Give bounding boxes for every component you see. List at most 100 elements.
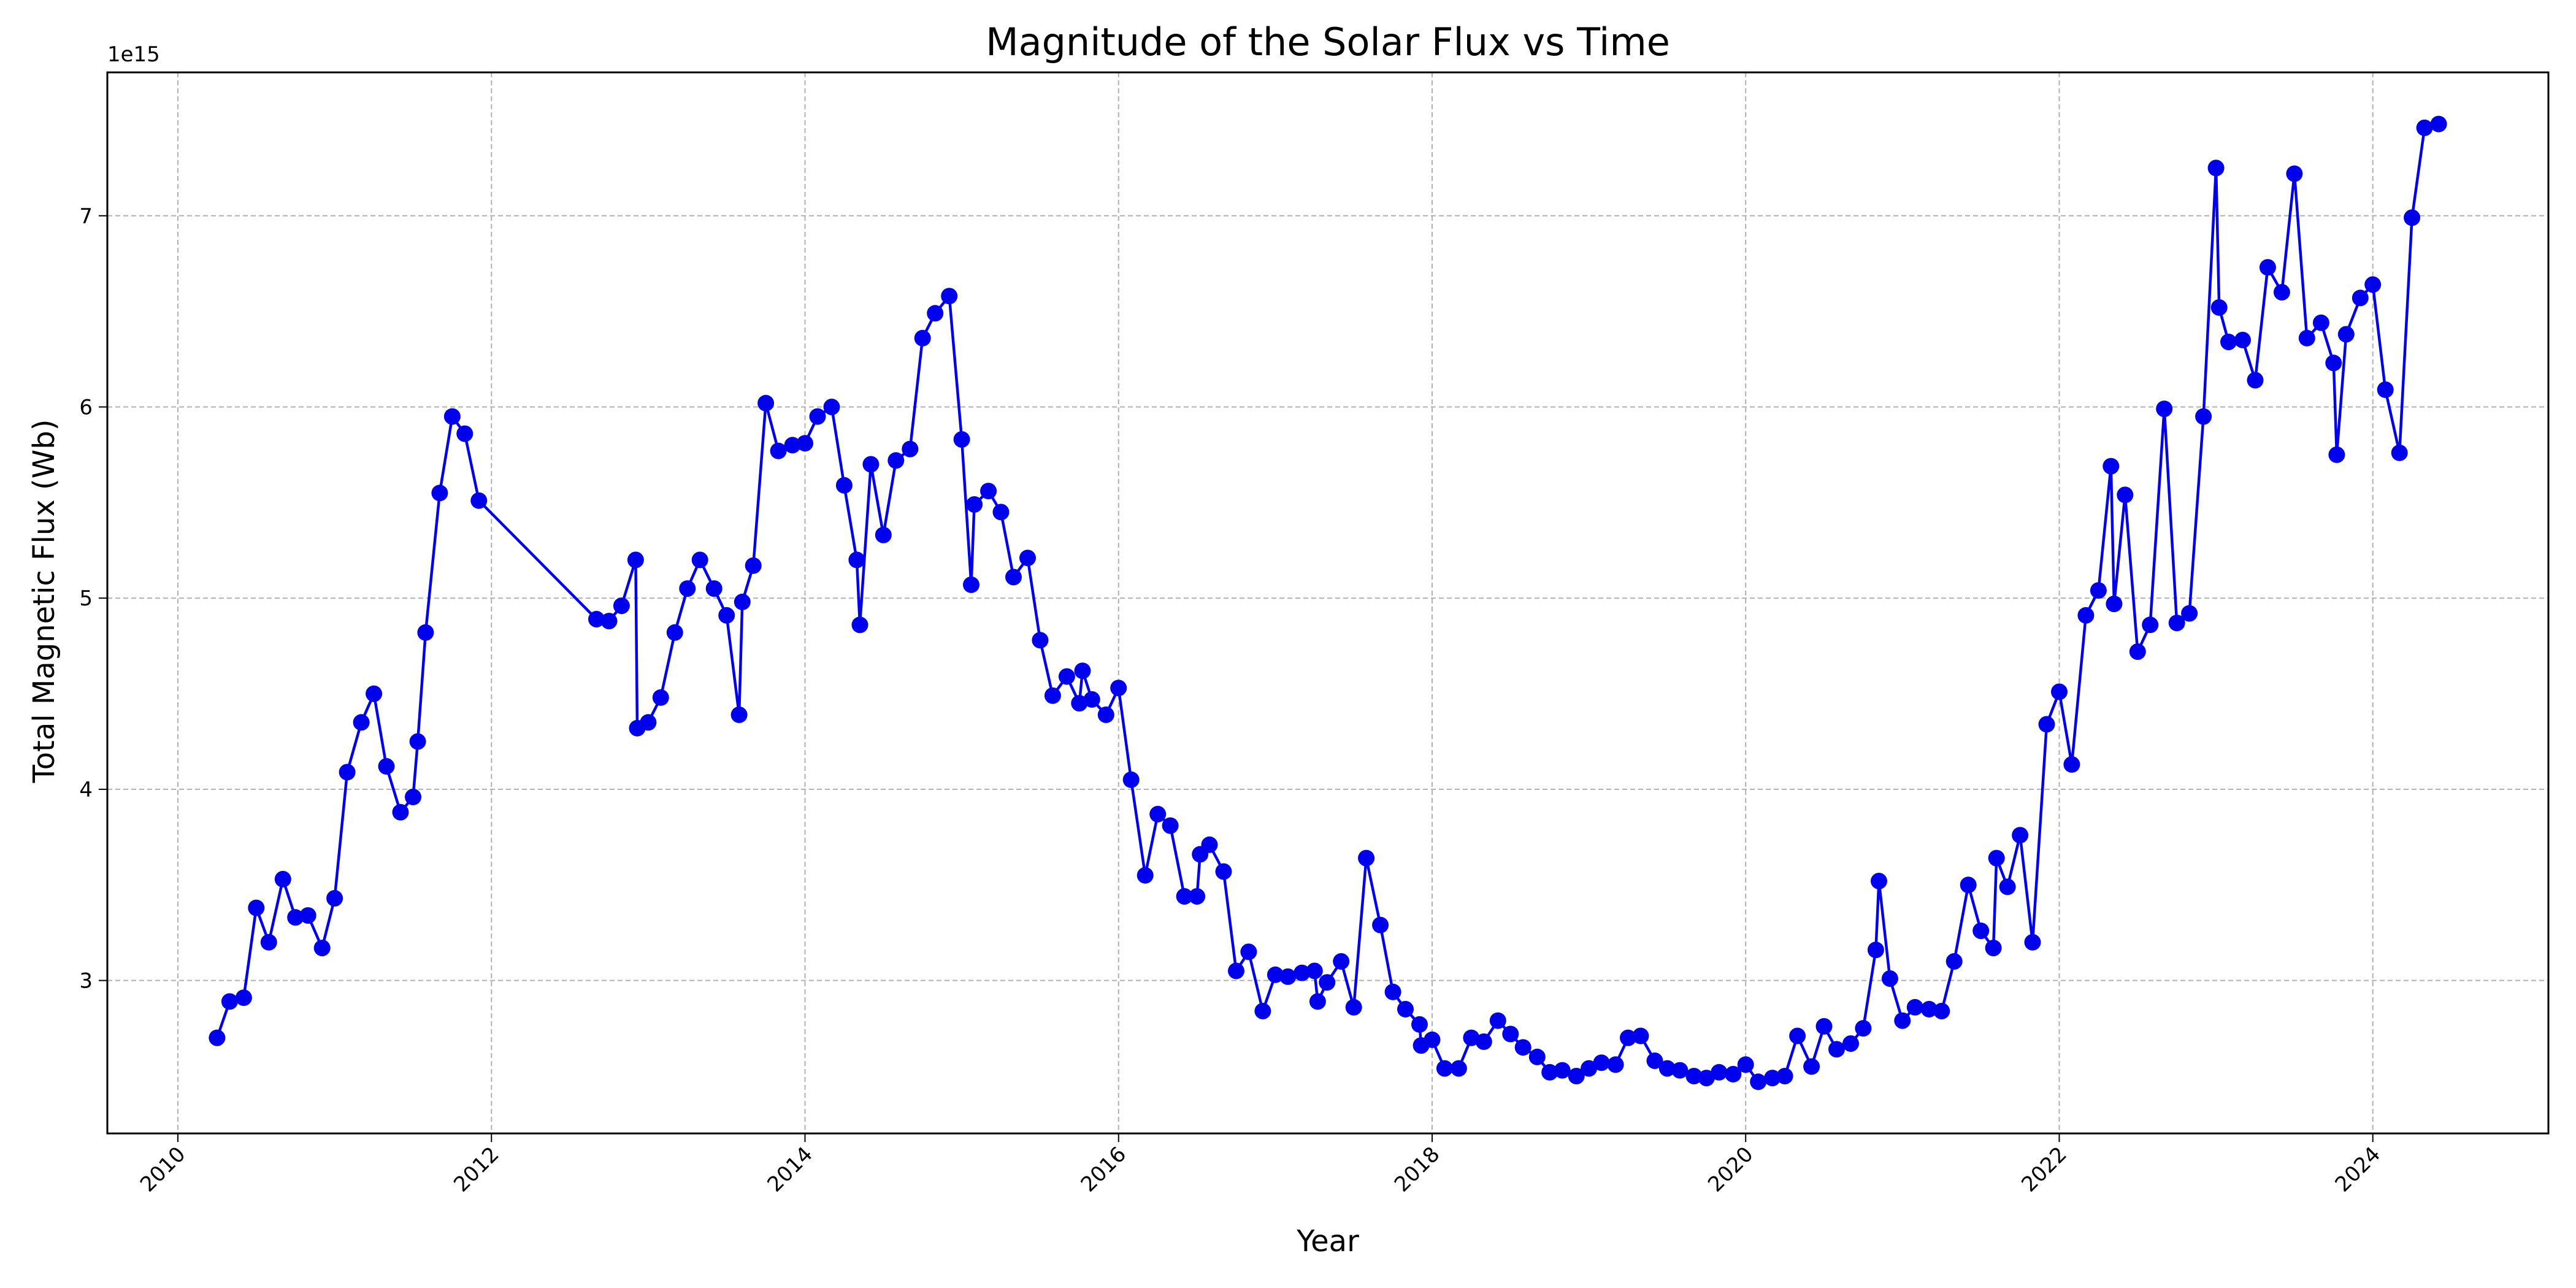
data-point — [1920, 1000, 1938, 1018]
data-point — [313, 940, 331, 957]
data-point — [2377, 381, 2394, 398]
data-point — [730, 706, 748, 723]
data-point — [963, 576, 979, 593]
data-point — [353, 714, 370, 731]
data-point — [600, 613, 618, 630]
x-axis-label: Year — [1296, 1224, 1359, 1259]
data-point — [2156, 401, 2173, 418]
data-point — [953, 431, 970, 448]
data-point — [1189, 888, 1206, 905]
data-point — [1450, 1060, 1467, 1077]
data-point — [1397, 1000, 1414, 1018]
data-point — [1254, 1003, 1271, 1019]
data-point — [2286, 165, 2303, 182]
data-point — [1988, 849, 2005, 867]
data-point — [235, 989, 252, 1006]
data-point — [2142, 616, 2159, 634]
data-point — [797, 435, 813, 452]
y-axis: 3 4 5 6 7 — [79, 204, 107, 994]
data-point — [431, 485, 448, 502]
data-point — [862, 456, 880, 473]
data-point — [1933, 1003, 1950, 1019]
data-point — [1489, 1012, 1506, 1029]
data-point — [1999, 878, 2016, 895]
data-point — [1215, 863, 1232, 880]
data-point — [2195, 408, 2212, 425]
data-point — [1122, 771, 1140, 788]
data-point — [378, 758, 395, 775]
data-point — [718, 607, 735, 624]
data-point — [1632, 1027, 1649, 1045]
data-point — [1424, 1031, 1441, 1048]
y-offset-label: 1e15 — [107, 42, 160, 67]
data-point — [1514, 1039, 1531, 1056]
data-point — [1074, 662, 1091, 680]
data-point — [757, 394, 775, 412]
data-point — [1828, 1041, 1845, 1058]
data-point — [1698, 1070, 1715, 1087]
data-point — [2106, 596, 2123, 613]
data-point — [1149, 805, 1167, 822]
data-point — [966, 496, 983, 513]
data-point — [1201, 836, 1218, 853]
data-point — [1960, 876, 1977, 894]
y-tick-label: 6 — [79, 395, 93, 420]
data-point — [652, 689, 669, 706]
series-layer — [209, 115, 2447, 1091]
data-point — [1842, 1035, 1859, 1052]
data-point — [1333, 953, 1350, 970]
data-point — [1593, 1054, 1610, 1071]
data-point — [1110, 680, 1127, 697]
data-point — [1881, 970, 1898, 987]
data-point — [2234, 331, 2251, 348]
data-point — [1005, 569, 1022, 586]
data-point — [1711, 1064, 1728, 1081]
data-point — [1789, 1027, 1806, 1045]
data-point — [2024, 933, 2041, 951]
data-point — [1855, 1020, 1872, 1037]
data-point — [1071, 695, 1088, 712]
data-point — [2325, 355, 2342, 372]
data-point — [209, 1029, 226, 1046]
data-point — [1581, 1060, 1598, 1077]
data-point — [1945, 953, 1963, 970]
data-point — [679, 580, 696, 597]
plot-frame — [106, 71, 2550, 1135]
data-point — [2273, 284, 2290, 301]
data-point — [1137, 867, 1154, 884]
data-point — [1436, 1060, 1453, 1077]
data-point — [1985, 940, 2002, 957]
data-point — [848, 551, 865, 569]
data-point — [1372, 916, 1389, 933]
data-point — [2103, 458, 2120, 475]
data-point — [1750, 1073, 1767, 1091]
data-point — [1176, 888, 1193, 905]
data-point — [927, 305, 944, 322]
data-point — [914, 329, 931, 347]
data-point — [902, 440, 919, 458]
data-point — [2077, 607, 2095, 624]
data-point — [1083, 691, 1100, 708]
data-point — [443, 408, 461, 425]
data-point — [1044, 687, 1061, 704]
data-point — [2364, 276, 2382, 293]
data-point — [770, 442, 787, 459]
data-point — [1815, 1018, 1833, 1035]
data-point — [1384, 983, 1401, 1000]
data-point — [2337, 326, 2355, 343]
data-point — [1294, 964, 1311, 981]
data-point — [287, 909, 304, 926]
data-point — [705, 580, 723, 597]
data-point — [1541, 1064, 1558, 1081]
data-point — [2312, 314, 2329, 331]
data-point — [2298, 329, 2315, 347]
data-point — [1528, 1048, 1546, 1065]
data-point — [2063, 756, 2080, 773]
data-point — [366, 685, 383, 702]
data-point — [2129, 643, 2146, 660]
data-point — [1358, 849, 1375, 867]
data-point — [260, 933, 277, 951]
data-point — [1776, 1068, 1793, 1084]
data-point — [980, 483, 997, 500]
